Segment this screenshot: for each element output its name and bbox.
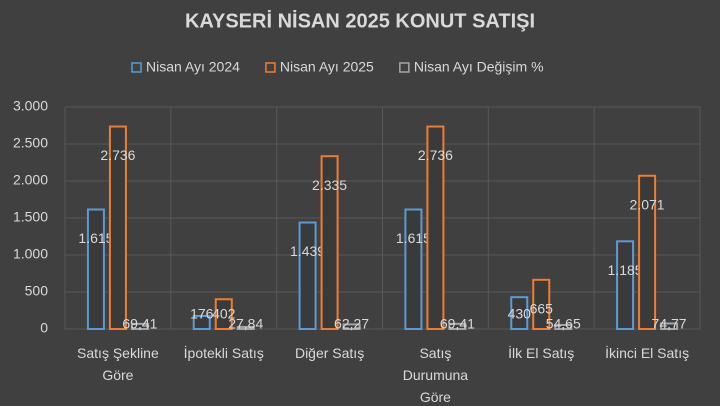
legend-swatch [265,62,276,73]
data-label: 1.439 [290,243,325,259]
bar [192,314,211,331]
bar [298,221,317,331]
data-label: 69,41 [440,316,475,332]
legend-label: Nisan Ayı 2025 [280,59,374,75]
x-tick-label: İkinci El Satış [605,345,690,361]
data-label: 402 [212,306,236,322]
data-label: 2.071 [630,196,665,212]
data-label: 2.335 [312,177,347,193]
bar [236,325,255,331]
chart-title: KAYSERİ NİSAN 2025 KONUT SATIŞI [185,9,535,32]
y-tick-label: 3.000 [13,98,48,114]
bar [532,278,551,331]
bar [108,125,127,331]
data-label: 430 [508,306,532,322]
y-tick-label: 2.000 [13,172,48,188]
data-label: 54,65 [546,316,581,332]
y-tick-label: 2.500 [13,135,48,151]
data-label: 176 [190,306,214,322]
y-tick-label: 0 [40,320,48,336]
bar [214,298,233,331]
legend-label: Nisan Ayı 2024 [146,59,240,75]
x-tick-label: İlk El Satış [508,345,575,361]
legend-label: Nisan Ayı Değişim % [414,59,544,75]
x-tick-label: İpotekli Satış [183,345,264,361]
bar [342,323,361,331]
bar [404,208,423,331]
y-tick-label: 500 [25,283,49,299]
x-tick-label: Satış Şekline Göre [77,345,159,383]
bar [660,322,679,330]
x-tick-label: Diğer Satış [294,345,365,361]
bar [510,296,529,330]
data-label: 2.736 [418,147,453,163]
data-label: 2.736 [100,147,135,163]
legend-swatch [399,62,410,73]
data-label: 1.185 [608,262,643,278]
x-tick-label: Satış Durumuna Göre [402,345,469,405]
data-label: 74,77 [652,316,687,332]
bar [638,174,657,330]
data-label: 27,84 [228,316,263,332]
y-tick-label: 1.500 [13,209,48,225]
bar [448,322,467,330]
data-label: 1.615 [78,230,113,246]
data-label: 69,41 [122,316,157,332]
bar [130,322,149,330]
bar [616,240,635,330]
bar [86,208,105,331]
data-label: 1.615 [396,230,431,246]
data-label: 665 [530,300,554,316]
legend-swatch [131,62,142,73]
y-tick-label: 1.000 [13,246,48,262]
bar [554,323,573,331]
bar [426,125,445,331]
bar [320,155,339,330]
data-label: 62,27 [334,316,369,332]
